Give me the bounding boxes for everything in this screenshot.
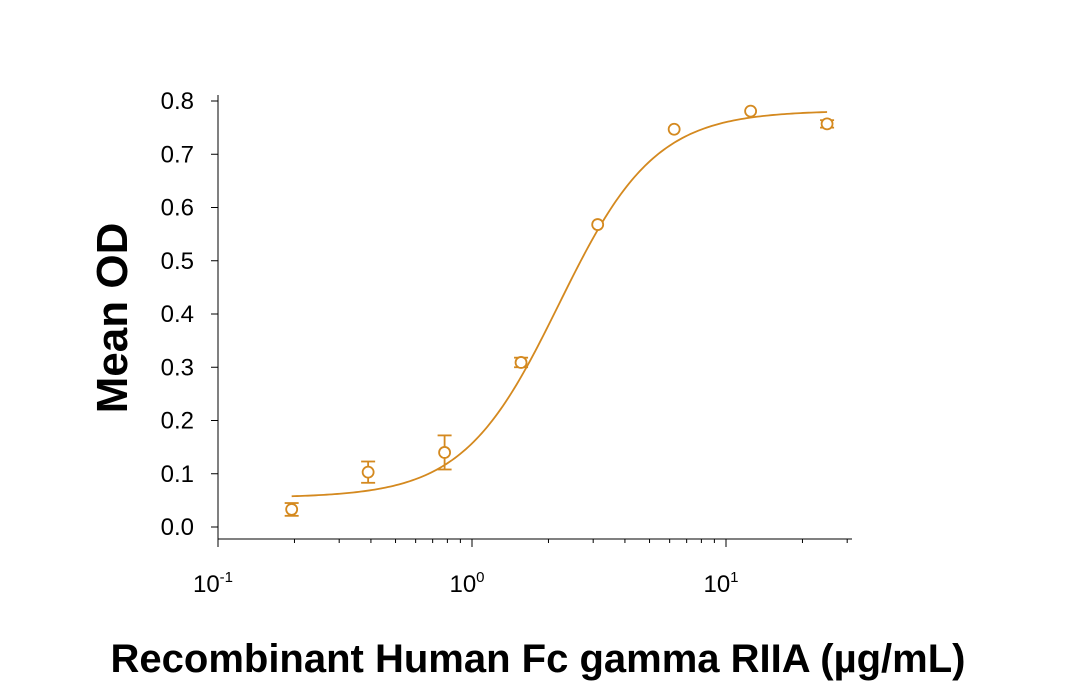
x-tick-label: 100 <box>449 569 484 598</box>
data-point <box>744 104 758 118</box>
y-tick-label: 0.4 <box>161 301 194 328</box>
data-point <box>514 356 528 369</box>
data-point <box>361 465 375 479</box>
y-tick-label: 0.7 <box>161 141 194 168</box>
y-tick-label: 0.6 <box>161 195 194 222</box>
data-point <box>438 446 451 459</box>
data-point <box>285 503 299 516</box>
x-axis-title: Recombinant Human Fc gamma RIIA (µg/mL) <box>111 637 966 681</box>
data-series <box>284 104 835 517</box>
x-tick-label: 10-1 <box>193 569 233 598</box>
data-point <box>820 117 834 131</box>
y-tick-label: 0.2 <box>161 408 194 435</box>
y-axis-title: Mean OD <box>88 223 137 414</box>
x-tick-label: 101 <box>703 569 738 598</box>
y-tick-label: 0.5 <box>161 248 194 275</box>
x-axis: 10-1 100 101 <box>193 538 852 598</box>
y-tick-label: 0.0 <box>161 514 194 541</box>
data-point <box>591 218 605 231</box>
y-axis: 0.0 0.1 0.2 0.3 0.4 0.5 0.6 0.7 0.8 <box>161 88 219 541</box>
y-tick-label: 0.8 <box>161 88 194 115</box>
data-point <box>667 122 681 136</box>
y-tick-label: 0.3 <box>161 354 194 381</box>
fit-curve <box>291 111 828 498</box>
y-tick-label: 0.1 <box>161 461 194 488</box>
